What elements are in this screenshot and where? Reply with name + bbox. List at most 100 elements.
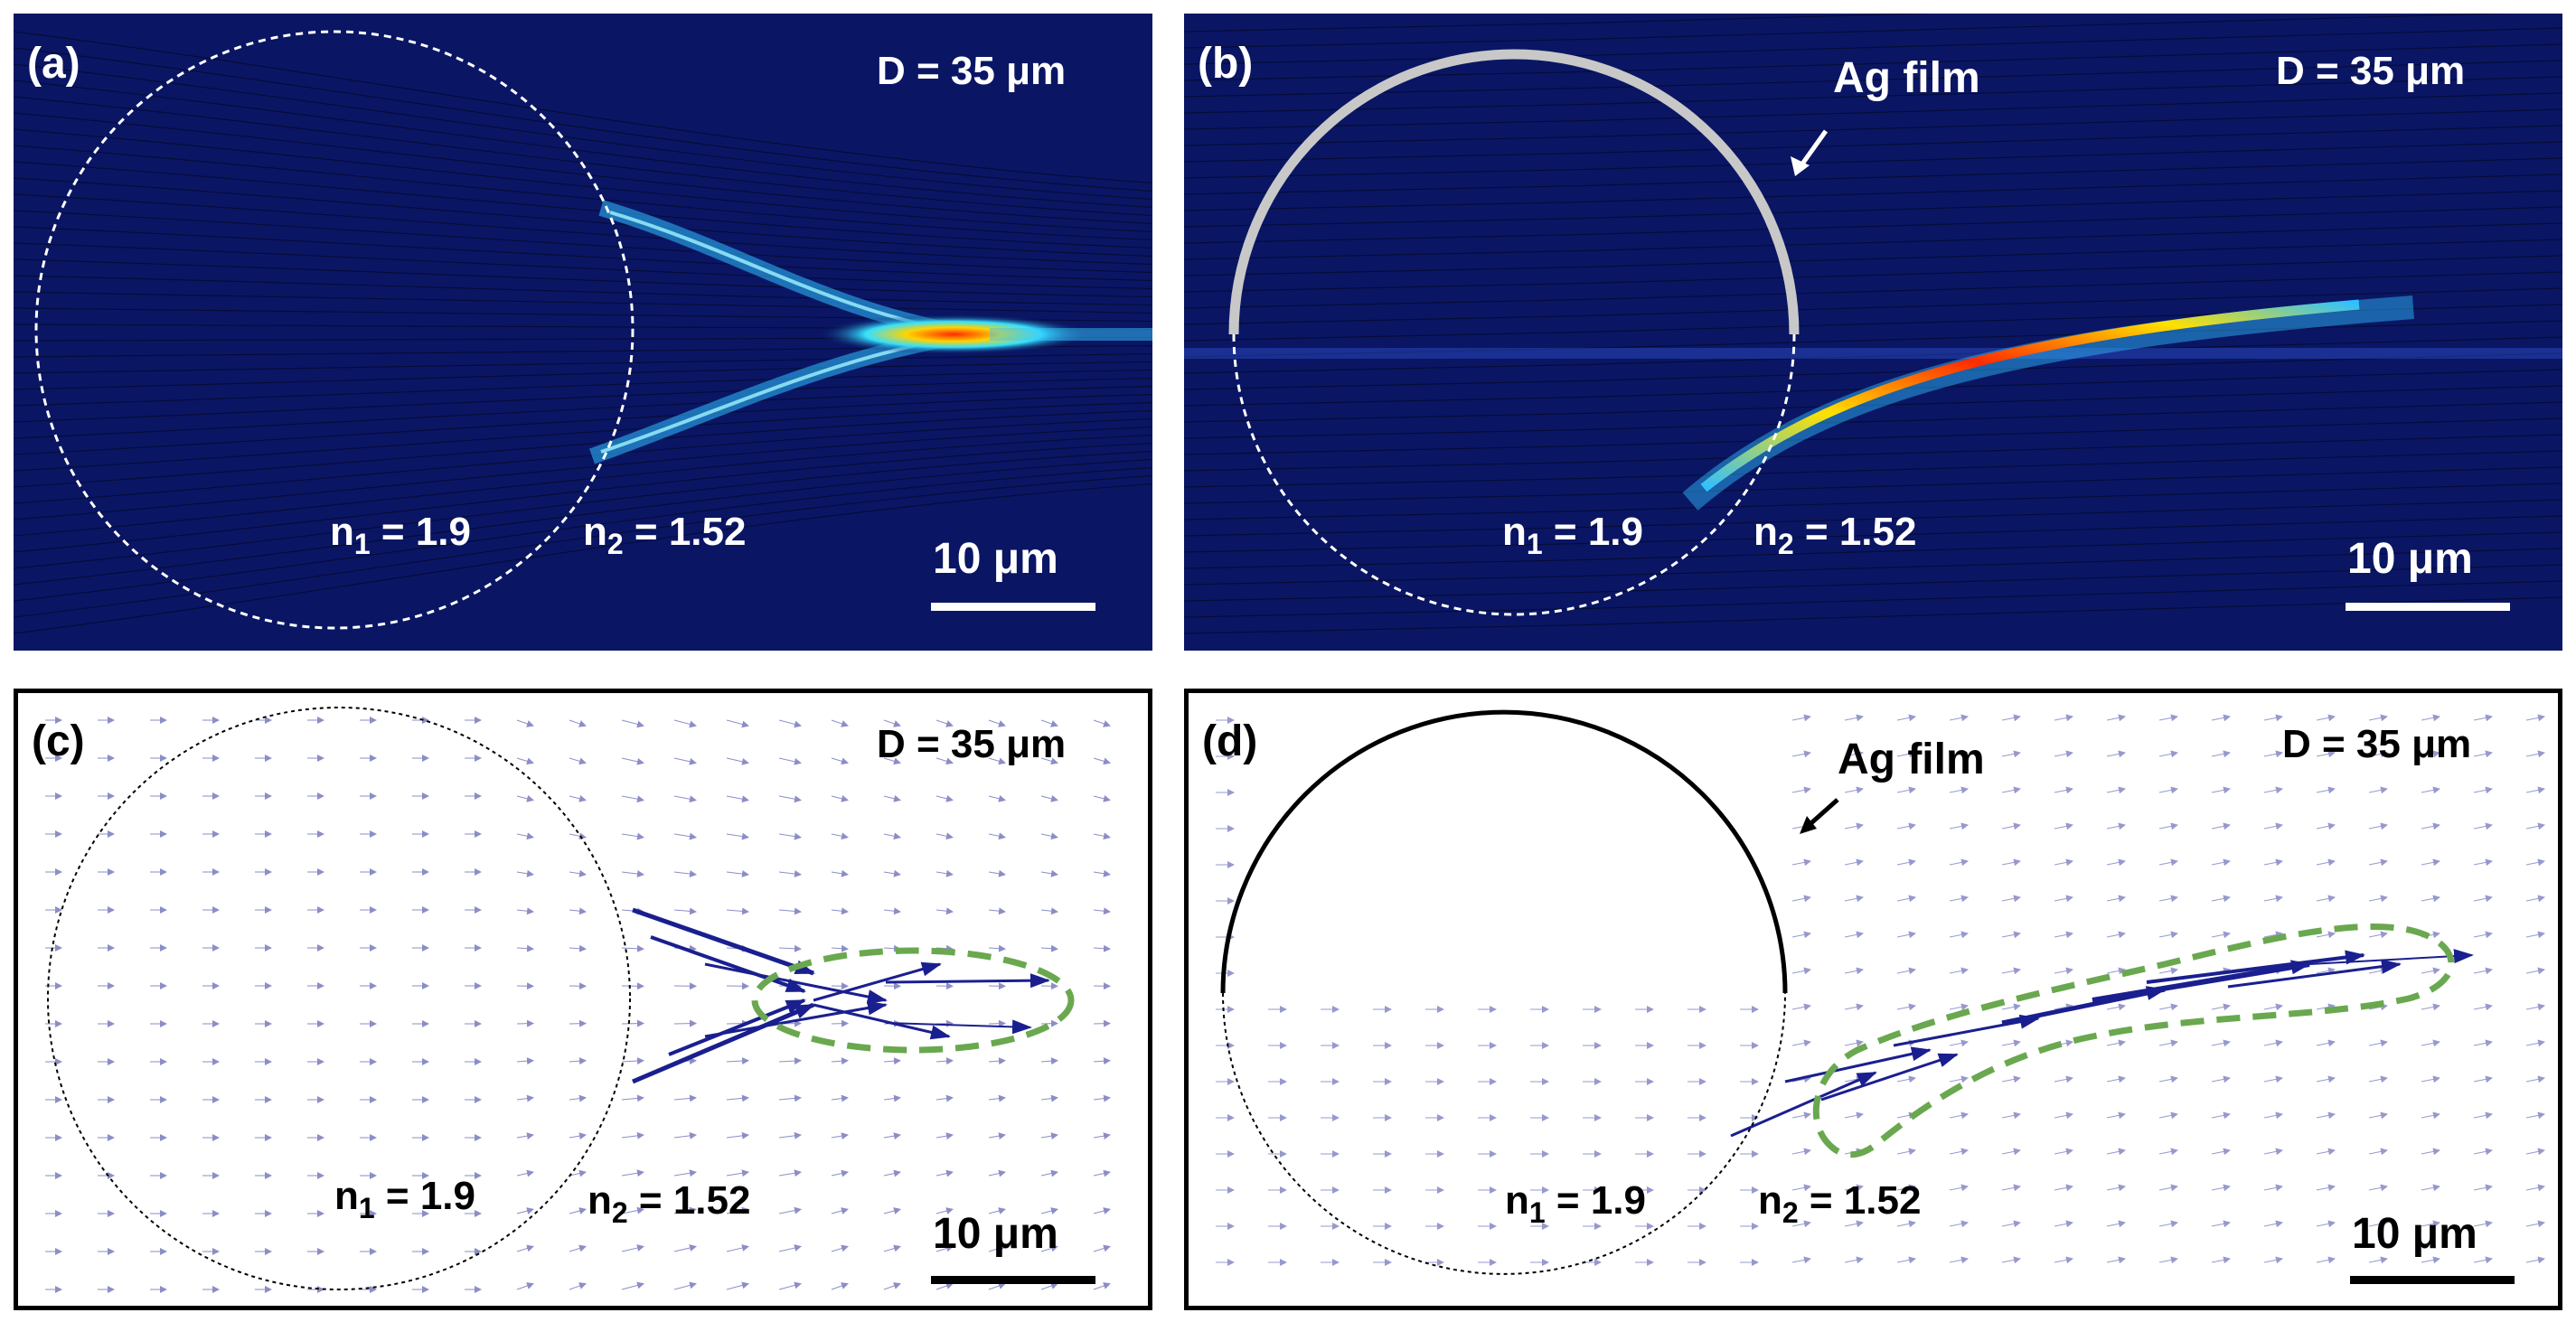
panel-d-microsphere-outline — [1222, 992, 1786, 1275]
field-vector — [569, 1057, 587, 1065]
field-vector — [935, 1244, 954, 1252]
field-vector — [1896, 967, 1916, 975]
field-vector — [935, 869, 954, 877]
field-vector — [2158, 895, 2178, 903]
field-vector — [2054, 822, 2073, 830]
panel-b-scale-bar — [2346, 603, 2510, 611]
panel-b-n1: n1 = 1.9 — [1502, 510, 1643, 560]
field-vector — [883, 1094, 901, 1102]
panel-b-field — [1184, 14, 2562, 634]
field-vector — [831, 1244, 849, 1252]
field-vector — [2158, 1184, 2178, 1192]
field-vector — [1791, 1111, 1811, 1120]
panel-a-focus-hotspot — [818, 314, 1089, 354]
field-vector — [988, 1019, 1006, 1027]
field-vector — [1896, 931, 1916, 939]
field-vector — [2106, 1148, 2126, 1156]
field-vector — [1791, 1184, 1811, 1192]
field-vector — [516, 719, 534, 727]
field-vector — [1949, 714, 1969, 722]
field-vector — [883, 832, 901, 840]
field-vector — [778, 1206, 802, 1214]
streamline — [14, 426, 1152, 520]
field-vector — [569, 1132, 587, 1140]
streamline — [1184, 108, 2562, 146]
streamline — [14, 275, 1152, 306]
field-vector — [2211, 858, 2231, 867]
field-vector — [988, 944, 1006, 952]
field-vector — [1896, 1075, 1916, 1083]
field-vector — [726, 757, 749, 765]
field-vector — [2316, 822, 2336, 830]
field-vector — [2001, 786, 2021, 794]
field-vector — [1896, 858, 1916, 867]
field-vector — [2473, 1256, 2493, 1264]
streamline — [1184, 14, 1979, 33]
field-vector — [516, 757, 534, 765]
field-vector — [1040, 944, 1058, 952]
field-vector — [673, 1019, 697, 1027]
field-vector — [516, 1169, 534, 1177]
field-vector — [988, 1207, 1006, 1214]
field-vector — [935, 1282, 954, 1290]
field-vector — [2211, 931, 2231, 939]
field-vector — [2106, 750, 2126, 758]
field-vector — [2421, 1256, 2440, 1264]
field-vector — [2001, 1003, 2021, 1011]
field-vector — [935, 1207, 954, 1214]
streamline — [14, 393, 1152, 455]
field-vector — [673, 719, 697, 728]
field-vector — [2421, 895, 2440, 903]
streamline — [14, 450, 1152, 569]
streamline — [14, 258, 1152, 298]
streamline — [14, 145, 1152, 241]
field-vector — [2368, 931, 2388, 939]
field-vector — [1040, 719, 1058, 727]
field-vector — [1040, 757, 1058, 765]
field-vector — [569, 944, 587, 952]
field-vector — [673, 1281, 697, 1290]
field-vector — [1844, 1220, 1864, 1228]
field-vector — [2158, 1075, 2178, 1083]
field-vector — [2525, 1184, 2545, 1192]
field-vector — [2001, 931, 2021, 939]
panel-c: (c) D = 35 μm n1 = 1.9 n2 = 1.52 10 μm — [14, 689, 1152, 1310]
field-vector — [831, 907, 849, 915]
panel-d-vector-field — [1216, 714, 2545, 1266]
field-vector — [516, 1094, 534, 1102]
field-vector — [1093, 1057, 1111, 1065]
streamline — [14, 417, 1152, 504]
field-vector — [2316, 858, 2336, 867]
field-vector — [2263, 1075, 2283, 1083]
field-vector — [1093, 1019, 1111, 1027]
streamline — [14, 352, 1152, 374]
field-vector — [1896, 1220, 1916, 1228]
field-vector — [2525, 1075, 2545, 1083]
field-vector — [778, 1131, 802, 1139]
panel-b: (b) Ag film D = 35 μm n1 = 1.9 n2 = 1.52… — [1184, 14, 2562, 651]
field-vector — [1844, 822, 1864, 830]
field-vector — [831, 1057, 849, 1065]
field-vector — [2421, 750, 2440, 758]
panel-c-scale-bar — [931, 1276, 1095, 1284]
field-vector — [2054, 858, 2073, 867]
field-vector — [2421, 1039, 2440, 1047]
field-vector — [883, 1132, 901, 1140]
field-vector — [2054, 967, 2073, 975]
field-vector — [1791, 931, 1811, 939]
field-vector — [2473, 931, 2493, 939]
field-vector — [1791, 786, 1811, 794]
field-vector — [2421, 786, 2440, 794]
field-vector — [1896, 822, 1916, 830]
field-vector — [2054, 1075, 2073, 1083]
panel-d-highlight-loop — [1812, 924, 2455, 1158]
field-vector — [1896, 1003, 1916, 1011]
field-vector — [1949, 786, 1969, 794]
field-vector — [673, 1169, 697, 1177]
panel-d-scale-label: 10 μm — [2352, 1210, 2477, 1258]
field-vector — [883, 907, 901, 915]
field-vector — [1040, 1207, 1058, 1214]
streamline — [1184, 222, 2562, 260]
field-vector — [2316, 1220, 2336, 1228]
field-vector — [1949, 895, 1969, 903]
